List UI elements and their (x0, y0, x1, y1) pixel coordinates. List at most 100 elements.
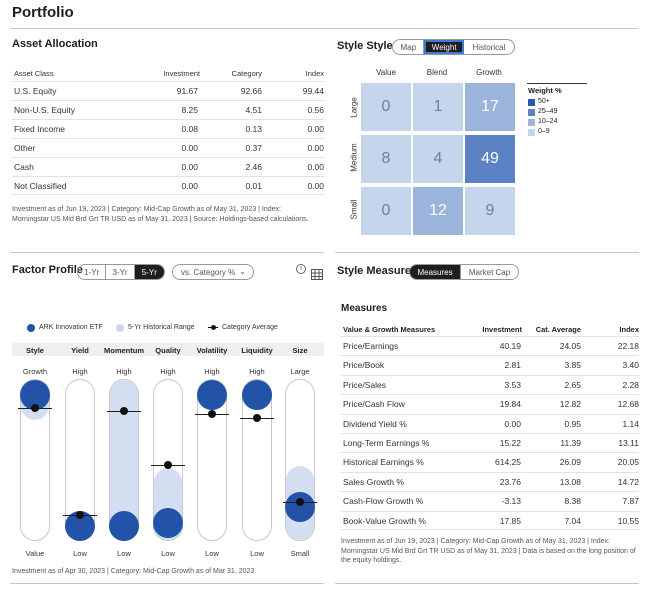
aa-header-asset-class: Asset Class (14, 69, 54, 78)
measures-cell: 24.05 (559, 341, 581, 351)
measures-cell: Price/Book (343, 360, 385, 371)
style-box-tabs: Map Weight Historical (392, 39, 515, 55)
measures-cell: 12.68 (617, 399, 639, 410)
left-divider (10, 252, 324, 253)
row-large: Large (349, 97, 359, 118)
legend-swatch-10 (528, 119, 535, 126)
factor-quality-label: Quality (155, 346, 181, 355)
aa-cell: 0.08 (181, 124, 198, 134)
measures-header-index: Index (619, 325, 639, 334)
table-view-icon[interactable] (311, 267, 323, 280)
style-cell-small-growth: 9 (465, 187, 515, 235)
tab-map[interactable]: Map (393, 40, 425, 54)
tab-measures[interactable]: Measures (410, 265, 462, 279)
measures-row: Price/Cash Flow 19.84 12.82 12.68 (341, 394, 639, 413)
measures-cell: 2.65 (564, 379, 581, 390)
factor-size-top: Large (290, 367, 310, 376)
factor-volatility-top: High (204, 367, 220, 376)
aa-cell: 8.25 (181, 105, 198, 115)
tab-market-cap[interactable]: Market Cap (468, 267, 511, 277)
aa-cell: U.S. Equity (14, 86, 57, 96)
measures-cell: 0.95 (564, 418, 581, 429)
measures-cell: 2.28 (622, 379, 639, 390)
style-cell-large-blend: 1 (413, 83, 463, 131)
measures-cell: 3.85 (564, 360, 581, 371)
aa-cell: 0.00 (181, 181, 198, 191)
aa-cell: 0.00 (307, 181, 324, 191)
measures-cell: 13.11 (618, 438, 639, 448)
measures-cell: 15.22 (499, 438, 521, 448)
page-title: Portfolio (12, 4, 74, 21)
factor-volatility-bottom: Low (205, 549, 219, 558)
style-box-title: Style Style (337, 40, 393, 52)
col-blend: Blend (426, 68, 448, 77)
legend-category-dot (211, 325, 216, 330)
compare-label: vs. Category % (181, 268, 236, 277)
tab-historical[interactable]: Historical (472, 42, 506, 52)
legend-range-dot (116, 324, 124, 332)
measures-cell: 7.04 (564, 515, 581, 526)
legend-label-0: 0–9 (538, 128, 550, 135)
aa-cell: 0.00 (307, 143, 324, 153)
aa-header-investment: Investment (163, 69, 200, 78)
measures-cell: Long-Term Earnings % (343, 438, 430, 448)
aa-cell: 0.00 (181, 143, 198, 153)
measures-row: Book-Value Growth % 17.85 7.04 10.55 (341, 510, 639, 530)
measures-row: Price/Earnings 40.19 24.05 22.18 (341, 336, 639, 355)
factor-style-top: Growth (22, 367, 48, 376)
factor-momentum-category-dot (120, 407, 128, 415)
measures-cell: 7.87 (622, 496, 639, 507)
measures-cell: Historical Earnings % (343, 457, 424, 468)
aa-cell: Fixed Income (14, 124, 66, 134)
legend-label-50: 50+ (538, 98, 550, 105)
measures-cell: Price/Cash Flow (343, 399, 405, 410)
measures-cell: 20.05 (617, 457, 639, 468)
legend-label-25: 25–49 (538, 108, 558, 115)
measures-cell: 1.14 (622, 418, 639, 429)
right-bottom-divider (335, 583, 639, 584)
aa-cell: Other (14, 143, 36, 153)
measures-row: Historical Earnings % 614.25 26.09 20.05 (341, 452, 639, 471)
factor-liquidity-bottom: Low (250, 549, 264, 558)
factor-momentum-label: Momentum (104, 346, 144, 355)
right-divider (335, 252, 639, 253)
factor-quality-bottom: Low (161, 549, 175, 558)
tab-weight[interactable]: Weight (424, 40, 464, 54)
aa-header-index: Index (305, 69, 324, 78)
factor-quality-top: High (160, 367, 176, 376)
measures-cell: 10.55 (617, 515, 639, 526)
col-growth: Growth (476, 68, 502, 77)
factor-liquidity-category-dot (253, 414, 261, 422)
measures-cell: 12.82 (559, 399, 581, 410)
measures-cell: 13.08 (559, 476, 581, 487)
style-cell-large-growth: 17 (465, 83, 515, 131)
factor-yield-label: Yield (71, 346, 89, 355)
measures-header-investment: Investment (482, 325, 522, 334)
info-icon[interactable]: i (296, 264, 306, 274)
aa-cell: 0.00 (181, 162, 198, 172)
factor-yield-top: High (72, 367, 88, 376)
period-3yr[interactable]: 3-Yr (106, 265, 135, 279)
style-cell-medium-growth: 49 (465, 135, 515, 183)
period-5yr[interactable]: 5-Yr (134, 265, 164, 279)
measures-cell: Dividend Yield % (343, 418, 407, 429)
factor-yield-category-dot (76, 511, 84, 519)
measures-row: Price/Book 2.81 3.85 3.40 (341, 355, 639, 374)
factor-yield-bottom: Low (73, 549, 87, 558)
measures-row: Price/Sales 3.53 2.65 2.28 (341, 374, 639, 394)
style-measures-title: Style Measures (337, 265, 418, 277)
measures-header-cat-average: Cat. Average (535, 325, 581, 334)
measures-cell: Sales Growth % (343, 476, 404, 487)
factor-size-fund-dot (285, 492, 315, 522)
measures-cell: 8.38 (564, 496, 581, 507)
measures-cell: 11.39 (560, 438, 581, 448)
legend-title: Weight % (528, 86, 562, 95)
aa-header-category: Category (231, 69, 262, 78)
period-1yr[interactable]: 1-Yr (78, 265, 107, 279)
aa-row-fixed-income: Fixed Income 0.08 0.13 0.00 (12, 119, 324, 138)
legend-swatch-25 (528, 109, 535, 116)
compare-dropdown[interactable]: vs. Category % ⌄ (172, 264, 254, 280)
aa-cell: 0.13 (245, 124, 262, 134)
left-bottom-divider (10, 583, 324, 584)
row-medium: Medium (349, 143, 359, 172)
